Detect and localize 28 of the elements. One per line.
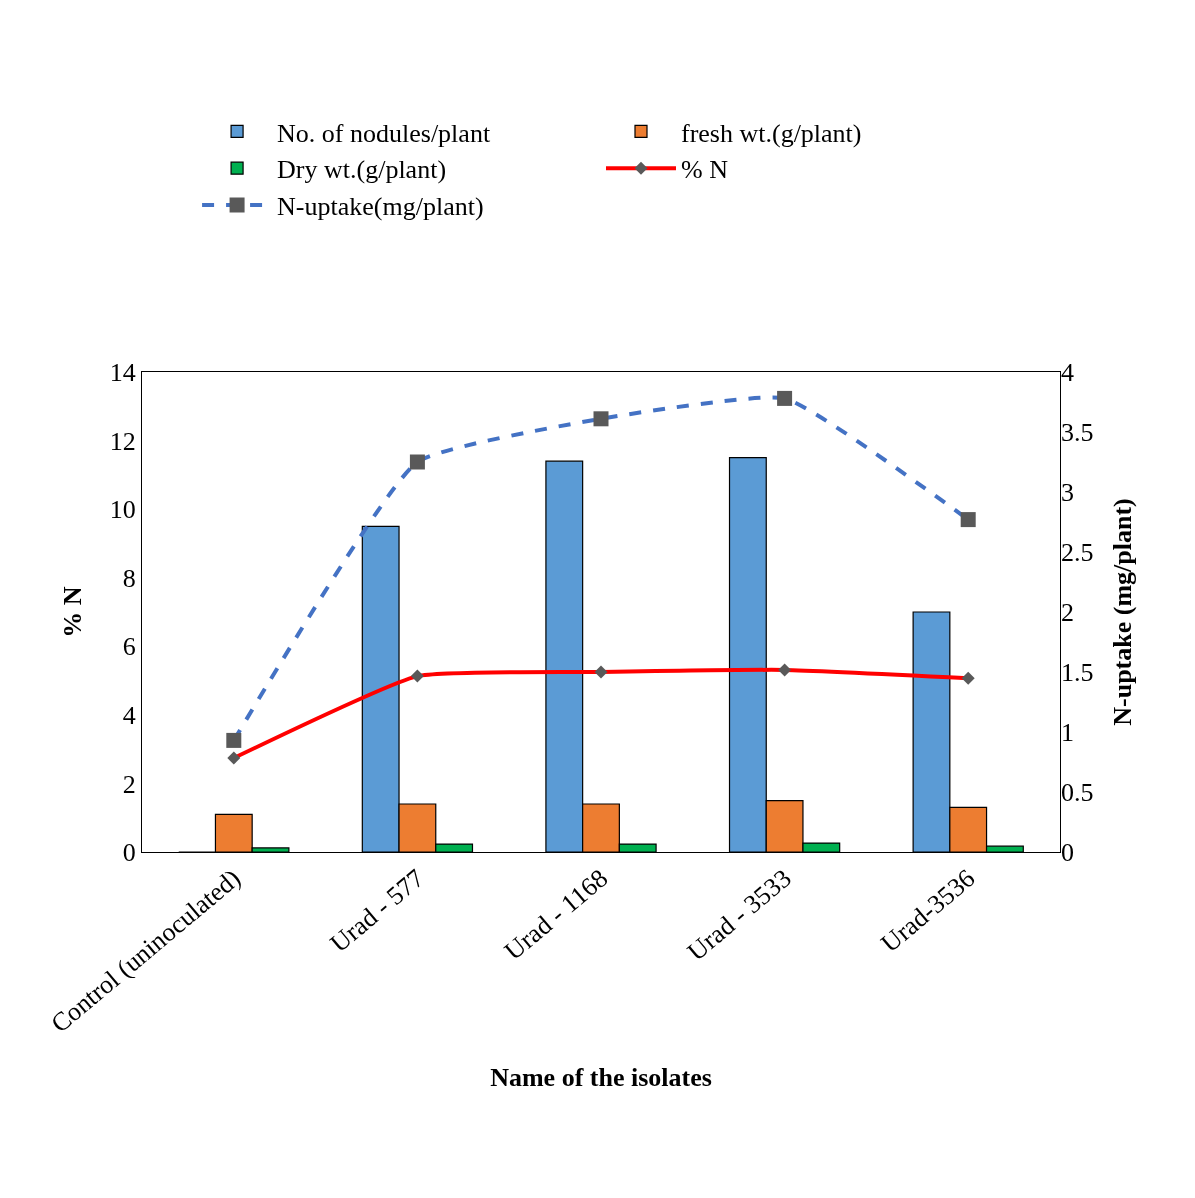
y2-tick-label: 1.5	[1061, 658, 1094, 688]
x-axis-title: Name of the isolates	[490, 1063, 712, 1093]
y-tick-label: 10	[109, 495, 136, 525]
y-tick-label: 4	[122, 700, 136, 730]
x-tick-label: Urad - 577	[324, 863, 430, 959]
y2-tick-label: 2	[1061, 598, 1074, 628]
legend-label: % N	[681, 155, 729, 185]
y-tick-label: 2	[122, 769, 136, 799]
y-tick-label: 0	[122, 838, 136, 868]
y2-tick-label: 1	[1061, 718, 1074, 748]
legend-label: N-uptake(mg/plant)	[277, 192, 484, 222]
x-tick-label: Urad - 1168	[499, 863, 614, 966]
y2-tick-label: 3.5	[1061, 418, 1094, 448]
legend-label: Dry wt.(g/plant)	[277, 155, 447, 185]
y2-tick-label: 2.5	[1061, 538, 1094, 568]
y-tick-label: 8	[122, 563, 136, 593]
y2-axis-title: N-uptake (mg/plant)	[1108, 498, 1138, 726]
y2-tick-label: 3	[1061, 478, 1074, 508]
y-tick-label: 14	[109, 358, 136, 388]
y-tick-label: 12	[109, 426, 136, 456]
y2-tick-label: 0	[1061, 838, 1074, 868]
legend-label: No. of nodules/plant	[277, 118, 491, 148]
x-tick-label: Urad - 3533	[681, 863, 797, 967]
legend-label: fresh wt.(g/plant)	[681, 118, 862, 148]
y2-tick-label: 0.5	[1061, 778, 1094, 808]
y-tick-label: 6	[122, 632, 136, 662]
y-axis-title: % N	[58, 586, 88, 638]
y2-tick-label: 4	[1061, 358, 1074, 388]
